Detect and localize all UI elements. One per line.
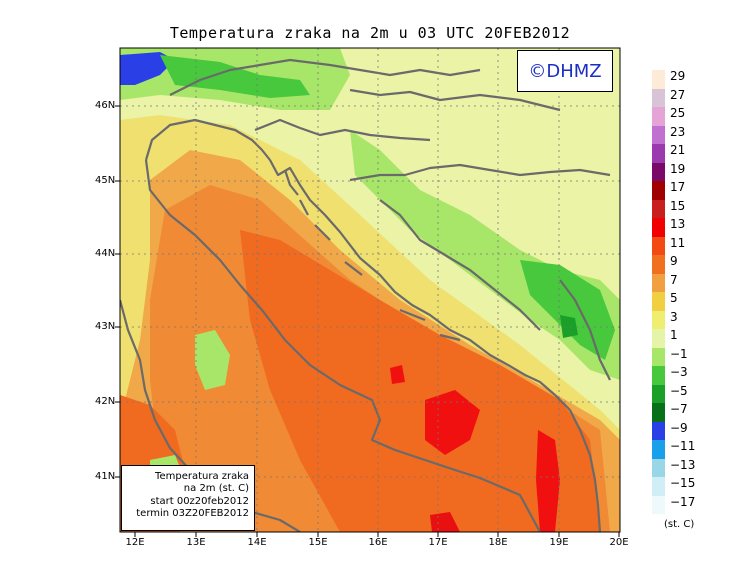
- legend-swatch: [652, 292, 665, 311]
- legend-swatch: [652, 218, 665, 237]
- lon-label-17: 17E: [428, 537, 448, 548]
- zone-green-italy: [195, 330, 230, 390]
- zone-dark-spot: [560, 315, 578, 338]
- border-hungary: [349, 88, 561, 112]
- info-line-1: Temperatura zraka: [155, 471, 249, 482]
- zone-sea-13-b: [536, 430, 560, 532]
- legend-label: 13: [670, 217, 686, 231]
- map-title: Temperatura zraka na 2m u 03 UTC 20FEB20…: [169, 24, 571, 42]
- lon-label-16: 16E: [368, 537, 388, 548]
- zone-sea-13-d: [390, 365, 405, 384]
- map-frame: [119, 47, 621, 533]
- zone-blue-alps: [120, 52, 175, 85]
- info-line-2: na 2m (st. C): [183, 483, 249, 495]
- legend-swatch: [652, 403, 665, 422]
- legend-label: −7: [670, 402, 688, 416]
- legend-label: −1: [670, 346, 688, 361]
- legend-label: 11: [670, 235, 686, 250]
- border-east: [559, 279, 611, 381]
- lon-label-20: 20E: [609, 537, 629, 548]
- coastline-italy-north: [144, 118, 271, 161]
- legend-swatch: [652, 236, 665, 255]
- legend-label: 1: [670, 328, 678, 342]
- coastline-italy-west: [120, 299, 301, 532]
- legend-swatch: [652, 347, 665, 366]
- legend-unit: (st. C): [664, 519, 695, 530]
- legend-label: −11: [670, 439, 696, 453]
- legend-label: 25: [670, 106, 686, 120]
- dhmz-logo: ©DHMZ: [517, 50, 613, 92]
- legend-label: 7: [670, 272, 678, 287]
- border-slovenia-croatia: [254, 118, 431, 142]
- lat-label-45: 45N: [95, 175, 116, 186]
- legend-swatch: [652, 440, 665, 459]
- legend-label: −9: [670, 420, 688, 435]
- border-north: [169, 58, 481, 96]
- legend-swatch: [652, 181, 665, 200]
- coastline-istria-dalmatia: [269, 159, 571, 411]
- lon-label-14: 14E: [247, 537, 267, 548]
- legend-label: 3: [670, 309, 678, 324]
- legend-swatch: [652, 162, 665, 181]
- zone-sea-13-a: [425, 390, 480, 455]
- legend-swatch: [652, 384, 665, 403]
- coastline-albania: [569, 409, 602, 532]
- lat-label-41: 41N: [95, 471, 116, 482]
- legend-label: 5: [670, 291, 678, 305]
- legend-label: 21: [670, 143, 686, 157]
- legend-swatch: [652, 458, 665, 477]
- legend-label: 9: [670, 254, 678, 268]
- legend-swatch: [652, 88, 665, 107]
- legend-swatch: [652, 107, 665, 126]
- legend-label: −15: [670, 476, 696, 490]
- legend-label: 17: [670, 180, 686, 194]
- legend-label: −3: [670, 365, 688, 379]
- lon-label-15: 15E: [308, 537, 328, 548]
- border-croatia-bosnia: [349, 163, 611, 182]
- legend-label: 29: [670, 69, 686, 83]
- lat-label-43: 43N: [95, 321, 116, 332]
- legend-label: −13: [670, 457, 696, 472]
- legend-swatch: [652, 199, 665, 218]
- legend-label: −5: [670, 383, 688, 398]
- legend-swatch: [652, 144, 665, 163]
- info-line-3: start 00z20feb2012: [150, 495, 249, 507]
- legend-label: 23: [670, 124, 686, 139]
- legend-swatch: [652, 255, 665, 274]
- lon-label-13: 13E: [186, 537, 206, 548]
- lat-label-44: 44N: [95, 248, 116, 259]
- info-box: Temperatura zraka na 2m (st. C) start 00…: [121, 465, 255, 531]
- legend-swatch: [652, 366, 665, 385]
- coastline-italy-east: [144, 159, 541, 532]
- zone-sea-13-c: [430, 512, 460, 532]
- islands: [283, 169, 461, 342]
- legend-swatch: [652, 125, 665, 144]
- legend-label: 19: [670, 161, 686, 176]
- info-line-4: termin 03Z20FEB2012: [136, 508, 249, 520]
- zone-sea-11: [240, 230, 600, 532]
- legend-swatch: [652, 70, 665, 89]
- legend-swatch: [652, 421, 665, 440]
- legend-swatch: [652, 329, 665, 348]
- lon-label-12: 12E: [125, 537, 145, 548]
- border-bosnia-south: [379, 199, 541, 331]
- legend-label: −17: [670, 494, 696, 509]
- lat-label-42: 42N: [95, 396, 116, 407]
- legend-label: 27: [670, 87, 686, 102]
- legend-swatch: [652, 495, 665, 514]
- lon-label-18: 18E: [488, 537, 508, 548]
- legend-swatch: [652, 310, 665, 329]
- lat-label-46: 46N: [95, 100, 116, 111]
- legend-swatch: [652, 273, 665, 292]
- zone-green-alps-dark: [160, 55, 310, 98]
- legend-swatch: [652, 477, 665, 496]
- legend-label: 15: [670, 198, 686, 213]
- lon-label-19: 19E: [549, 537, 569, 548]
